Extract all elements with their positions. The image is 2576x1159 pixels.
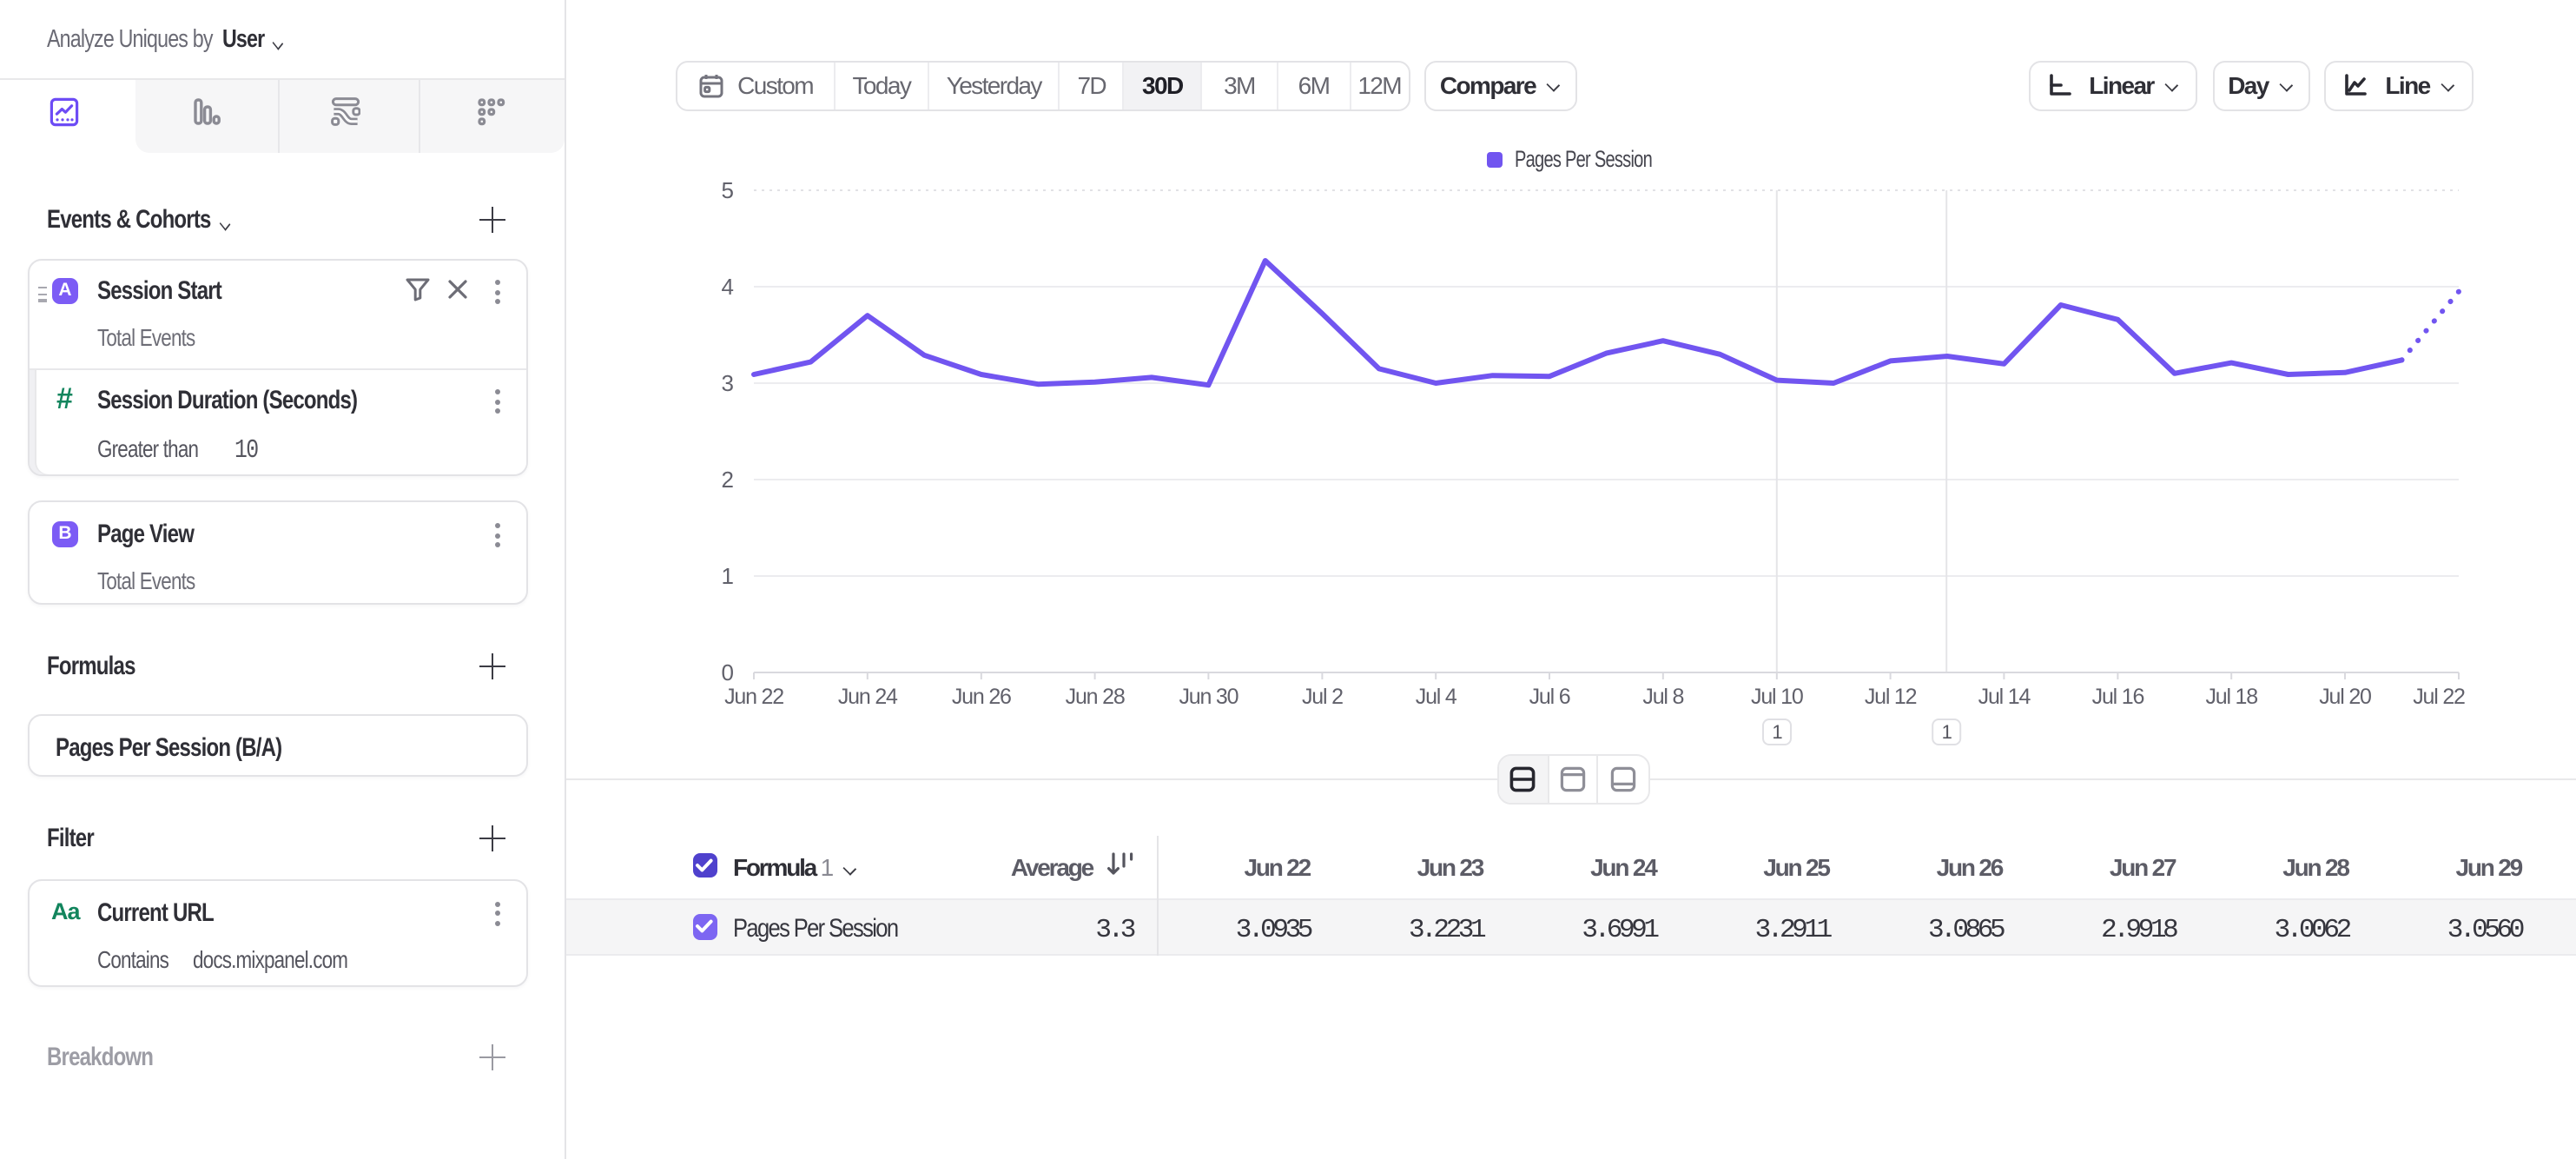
svg-text:Jun 24: Jun 24 [837,685,897,709]
svg-text:Jul 8: Jul 8 [1641,685,1682,709]
svg-text:0: 0 [721,659,733,685]
svg-text:5: 5 [721,177,733,203]
svg-text:Jul 20: Jul 20 [2318,685,2370,709]
svg-text:Jul 6: Jul 6 [1529,685,1569,709]
svg-text:Jun 30: Jun 30 [1178,685,1237,709]
svg-text:Jun 22: Jun 22 [723,685,783,709]
svg-text:1: 1 [721,563,733,589]
svg-text:Jul 22: Jul 22 [2412,685,2464,709]
svg-text:Jul 14: Jul 14 [1978,685,2031,709]
svg-text:Jun 28: Jun 28 [1065,685,1124,709]
svg-text:Jul 12: Jul 12 [1864,685,1916,709]
svg-text:2: 2 [721,467,733,493]
svg-text:4: 4 [721,274,733,300]
svg-text:Jul 18: Jul 18 [2204,685,2256,709]
svg-text:Jul 2: Jul 2 [1301,685,1342,709]
svg-text:Jun 26: Jun 26 [951,685,1010,709]
svg-text:1: 1 [1771,721,1781,743]
svg-text:Jul 4: Jul 4 [1415,685,1456,709]
svg-text:3: 3 [721,370,733,396]
svg-text:1: 1 [1941,721,1952,743]
svg-text:Jul 16: Jul 16 [2091,685,2143,709]
svg-text:Jul 10: Jul 10 [1750,685,1802,709]
svg-text:Pages Per Session: Pages Per Session [1514,146,1651,172]
